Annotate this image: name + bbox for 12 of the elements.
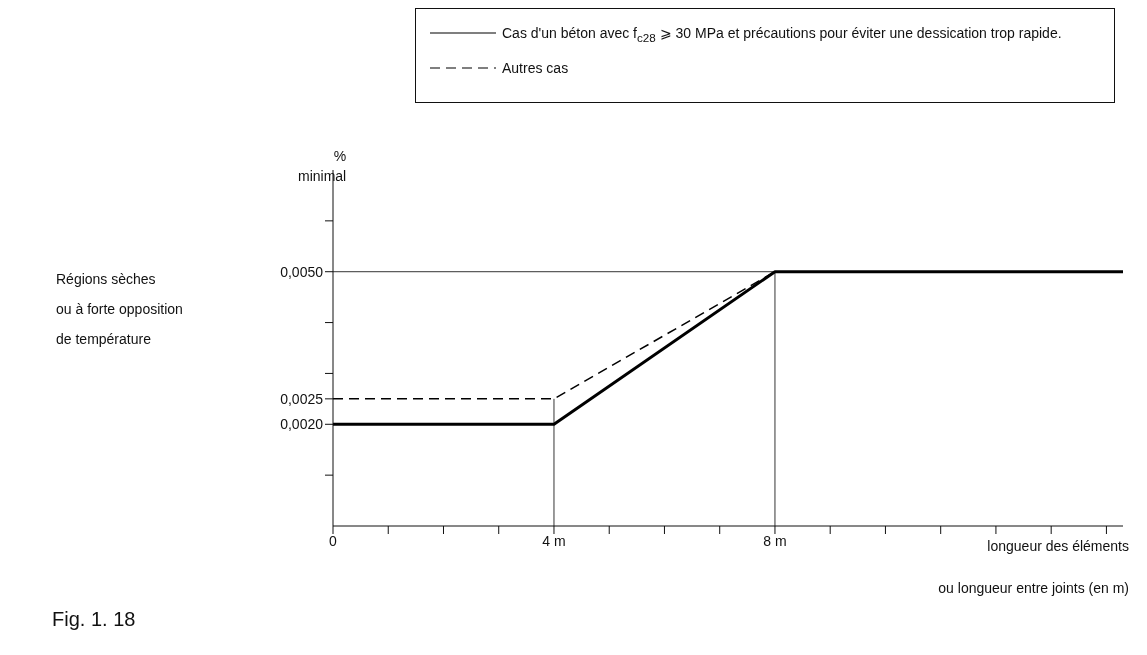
x-tick-label: 8 m (763, 532, 787, 549)
text: Régions sèches ou à forte opposition de température (56, 270, 183, 349)
y-tick-label: 0,0020 (280, 416, 324, 433)
y-tick-label: 0,0050 (280, 263, 324, 280)
x-tick-label: 0 (329, 532, 338, 549)
caption: Fig. 1. 18 (52, 608, 136, 631)
legend-label: Autres cas (502, 58, 569, 78)
y-axis-title: % minimal (298, 147, 347, 186)
x-tick-label: 4 m (542, 532, 566, 549)
legend-label: Cas d'un béton avec f$_{c28}$ ⩾ 30 MPa et précautions pour éviter une dessication trop rapide. (502, 24, 1062, 46)
text: longueur des éléments ou longueur entre joints (en m) (938, 538, 1129, 596)
y-tick-label: 0,0025 (280, 390, 324, 407)
